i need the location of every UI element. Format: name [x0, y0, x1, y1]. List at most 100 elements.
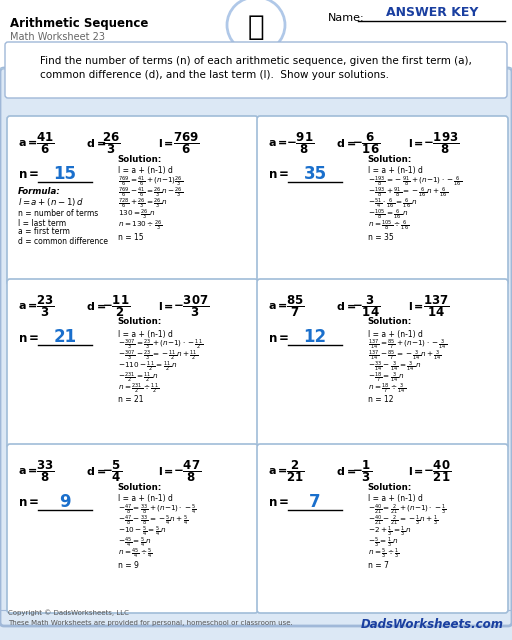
Text: $-\frac{47}{8} - \frac{33}{8} = -\frac{5}{4}n + \frac{5}{4}$: $-\frac{47}{8} - \frac{33}{8} = -\frac{5…: [118, 514, 188, 528]
FancyBboxPatch shape: [257, 279, 508, 448]
Text: $-\frac{5}{3} = \frac{1}{3}\,n$: $-\frac{5}{3} = \frac{1}{3}\,n$: [368, 536, 398, 550]
Text: $\mathbf{-\dfrac{91}{8}}$: $\mathbf{-\dfrac{91}{8}}$: [286, 130, 314, 156]
Text: $\frac{137}{14} = \frac{85}{7} + (n{-}1)\cdot -\frac{3}{14}$: $\frac{137}{14} = \frac{85}{7} + (n{-}1)…: [368, 338, 447, 352]
Text: $n = \frac{18}{7} \div \frac{3}{14}$: $n = \frac{18}{7} \div \frac{3}{14}$: [368, 382, 406, 396]
Text: 15: 15: [53, 165, 76, 183]
Text: $\mathbf{d =}$: $\mathbf{d =}$: [336, 465, 356, 477]
Text: $\mathbf{n =}$: $\mathbf{n =}$: [268, 497, 289, 509]
Text: $\mathbf{n =}$: $\mathbf{n =}$: [268, 332, 289, 344]
Text: $n = \frac{45}{4} \div \frac{5}{4}$: $n = \frac{45}{4} \div \frac{5}{4}$: [118, 547, 153, 561]
Text: l = a + (n-1) d: l = a + (n-1) d: [368, 330, 423, 339]
Text: $\mathbf{n =}$: $\mathbf{n =}$: [18, 497, 39, 509]
Text: $n = \frac{231}{2} \div \frac{11}{2}$: $n = \frac{231}{2} \div \frac{11}{2}$: [118, 382, 159, 396]
Text: $\mathbf{-\dfrac{307}{3}}$: $\mathbf{-\dfrac{307}{3}}$: [173, 293, 209, 319]
Text: $\mathbf{\dfrac{2}{21}}$: $\mathbf{\dfrac{2}{21}}$: [286, 458, 304, 484]
Text: n = 9: n = 9: [118, 561, 139, 570]
Text: $\mathbf{d =}$: $\mathbf{d =}$: [86, 465, 106, 477]
Text: $\mathbf{a =}$: $\mathbf{a =}$: [268, 466, 288, 476]
Text: 🦉: 🦉: [248, 13, 264, 41]
Text: Math Worksheet 23: Math Worksheet 23: [10, 32, 105, 42]
Text: $-\frac{307}{3} - \frac{23}{3} = -\frac{11}{2}n + \frac{11}{2}$: $-\frac{307}{3} - \frac{23}{3} = -\frac{…: [118, 349, 198, 363]
Text: l = a + (n-1) d: l = a + (n-1) d: [118, 166, 173, 175]
Text: $\mathbf{\dfrac{769}{6}}$: $\mathbf{\dfrac{769}{6}}$: [173, 130, 200, 156]
Text: $\mathbf{n =}$: $\mathbf{n =}$: [268, 168, 289, 182]
Text: $n = \frac{105}{8} \div \frac{6}{16}$: $n = \frac{105}{8} \div \frac{6}{16}$: [368, 219, 409, 233]
Text: $\mathbf{a =}$: $\mathbf{a =}$: [18, 466, 38, 476]
Text: $\mathbf{-\dfrac{6}{16}}$: $\mathbf{-\dfrac{6}{16}}$: [352, 130, 380, 156]
Text: 12: 12: [304, 328, 327, 346]
Text: $130 = \frac{26}{3}\,n$: $130 = \frac{26}{3}\,n$: [118, 208, 155, 222]
Text: $\mathbf{\dfrac{26}{3}}$: $\mathbf{\dfrac{26}{3}}$: [102, 130, 120, 156]
Text: Solution:: Solution:: [368, 317, 412, 326]
Text: $\mathbf{\dfrac{41}{6}}$: $\mathbf{\dfrac{41}{6}}$: [36, 130, 54, 156]
Text: $-\frac{18}{7} = \frac{3}{14}\,n$: $-\frac{18}{7} = \frac{3}{14}\,n$: [368, 371, 405, 385]
Text: $\frac{137}{14} - \frac{85}{7} = -\frac{3}{14}n + \frac{3}{14}$: $\frac{137}{14} - \frac{85}{7} = -\frac{…: [368, 349, 442, 363]
Text: $\mathbf{l =}$: $\mathbf{l =}$: [408, 300, 424, 312]
Text: $\mathbf{n =}$: $\mathbf{n =}$: [18, 332, 39, 344]
Text: $\mathbf{a =}$: $\mathbf{a =}$: [268, 138, 288, 148]
Text: Arithmetic Sequence: Arithmetic Sequence: [10, 17, 148, 29]
Text: Solution:: Solution:: [368, 483, 412, 492]
Text: $\mathbf{\dfrac{85}{7}}$: $\mathbf{\dfrac{85}{7}}$: [286, 293, 304, 319]
Text: $\mathbf{-\dfrac{40}{21}}$: $\mathbf{-\dfrac{40}{21}}$: [423, 458, 451, 484]
Text: $-\frac{40}{21} - \frac{2}{21} = -\frac{1}{3}n + \frac{1}{3}$: $-\frac{40}{21} - \frac{2}{21} = -\frac{…: [368, 514, 438, 528]
Text: $\mathbf{l =}$: $\mathbf{l =}$: [158, 465, 174, 477]
Text: n = 12: n = 12: [368, 396, 393, 404]
Text: Formula:: Formula:: [18, 186, 61, 195]
Text: $\mathbf{\dfrac{23}{3}}$: $\mathbf{\dfrac{23}{3}}$: [36, 293, 54, 319]
Text: $-\frac{105}{8} = \frac{6}{16}\,n$: $-\frac{105}{8} = \frac{6}{16}\,n$: [368, 208, 408, 222]
Ellipse shape: [227, 0, 285, 53]
Text: $\mathbf{a =}$: $\mathbf{a =}$: [268, 301, 288, 311]
Text: l = last term: l = last term: [18, 218, 66, 227]
Text: $-\frac{40}{21} = \frac{2}{21} + (n{-}1)\cdot -\frac{1}{3}$: $-\frac{40}{21} = \frac{2}{21} + (n{-}1)…: [368, 503, 446, 517]
Text: $\mathbf{l =}$: $\mathbf{l =}$: [158, 300, 174, 312]
Text: $-110 - \frac{11}{2} = \frac{11}{2}\,n$: $-110 - \frac{11}{2} = \frac{11}{2}\,n$: [118, 360, 178, 374]
Text: $-10 - \frac{5}{4} = \frac{5}{4}\,n$: $-10 - \frac{5}{4} = \frac{5}{4}\,n$: [118, 525, 166, 539]
Text: $\mathbf{d =}$: $\mathbf{d =}$: [86, 137, 106, 149]
Text: n = number of terms: n = number of terms: [18, 209, 98, 218]
Text: $\mathbf{a =}$: $\mathbf{a =}$: [18, 138, 38, 148]
Text: $\frac{728}{6} + \frac{26}{3} = \frac{26}{3}n$: $\frac{728}{6} + \frac{26}{3} = \frac{26…: [118, 197, 167, 211]
Text: 21: 21: [53, 328, 77, 346]
FancyBboxPatch shape: [5, 42, 507, 98]
Text: Solution:: Solution:: [118, 317, 162, 326]
Text: $\mathbf{a =}$: $\mathbf{a =}$: [18, 301, 38, 311]
FancyBboxPatch shape: [0, 0, 512, 68]
Text: $\frac{769}{6} = \frac{41}{6} + (n{-}1)\frac{26}{3}$: $\frac{769}{6} = \frac{41}{6} + (n{-}1)\…: [118, 175, 183, 189]
Text: $\mathbf{d =}$: $\mathbf{d =}$: [86, 300, 106, 312]
Text: n = 15: n = 15: [118, 232, 143, 241]
Text: Solution:: Solution:: [118, 483, 162, 492]
Text: $-\frac{51}{4} \cdot \frac{6}{16} = \frac{6}{16}\,n$: $-\frac{51}{4} \cdot \frac{6}{16} = \fra…: [368, 197, 417, 211]
FancyBboxPatch shape: [7, 444, 258, 613]
Text: $-\frac{231}{2} = \frac{11}{2}\,n$: $-\frac{231}{2} = \frac{11}{2}\,n$: [118, 371, 158, 385]
Text: $\mathbf{l =}$: $\mathbf{l =}$: [408, 137, 424, 149]
Text: $n = 130 \div \frac{26}{3}$: $n = 130 \div \frac{26}{3}$: [118, 219, 162, 233]
Text: l = a + (n-1) d: l = a + (n-1) d: [118, 495, 173, 504]
Text: $\mathbf{l =}$: $\mathbf{l =}$: [408, 465, 424, 477]
Text: n = 21: n = 21: [118, 396, 143, 404]
Text: l = a + (n-1) d: l = a + (n-1) d: [118, 330, 173, 339]
Text: 9: 9: [59, 493, 71, 511]
FancyBboxPatch shape: [257, 444, 508, 613]
Text: 35: 35: [304, 165, 327, 183]
Text: $-\frac{47}{8} = \frac{33}{8} + (n{-}1)\cdot -\frac{5}{4}$: $-\frac{47}{8} = \frac{33}{8} + (n{-}1)\…: [118, 503, 197, 517]
Text: a = first term: a = first term: [18, 227, 70, 237]
Text: $-2 + \frac{1}{3} = \frac{1}{3}\,n$: $-2 + \frac{1}{3} = \frac{1}{3}\,n$: [368, 525, 412, 539]
Text: $-\frac{33}{14} - \frac{3}{14} = \frac{3}{14}\,n$: $-\frac{33}{14} - \frac{3}{14} = \frac{3…: [368, 360, 421, 374]
Text: Solution:: Solution:: [118, 154, 162, 163]
Text: $l = a + (n - 1)\,d$: $l = a + (n - 1)\,d$: [18, 196, 84, 208]
Text: $\mathbf{-\dfrac{47}{8}}$: $\mathbf{-\dfrac{47}{8}}$: [173, 458, 201, 484]
Text: $-\frac{45}{4} = \frac{5}{4}\,n$: $-\frac{45}{4} = \frac{5}{4}\,n$: [118, 536, 152, 550]
FancyBboxPatch shape: [7, 279, 258, 448]
Text: n = 7: n = 7: [368, 561, 389, 570]
Text: n = 35: n = 35: [368, 232, 394, 241]
Text: l = a + (n-1) d: l = a + (n-1) d: [368, 495, 423, 504]
Text: Solution:: Solution:: [368, 154, 412, 163]
Text: $\mathbf{-\dfrac{3}{14}}$: $\mathbf{-\dfrac{3}{14}}$: [352, 293, 380, 319]
Text: $\mathbf{-\dfrac{11}{2}}$: $\mathbf{-\dfrac{11}{2}}$: [102, 293, 130, 319]
Text: d = common difference: d = common difference: [18, 237, 108, 246]
FancyBboxPatch shape: [7, 116, 258, 285]
FancyBboxPatch shape: [257, 116, 508, 285]
Text: Copyright © DadsWorksheets, LLC
These Math Worksheets are provided for personal,: Copyright © DadsWorksheets, LLC These Ma…: [8, 610, 293, 627]
Text: $\mathbf{d =}$: $\mathbf{d =}$: [336, 300, 356, 312]
